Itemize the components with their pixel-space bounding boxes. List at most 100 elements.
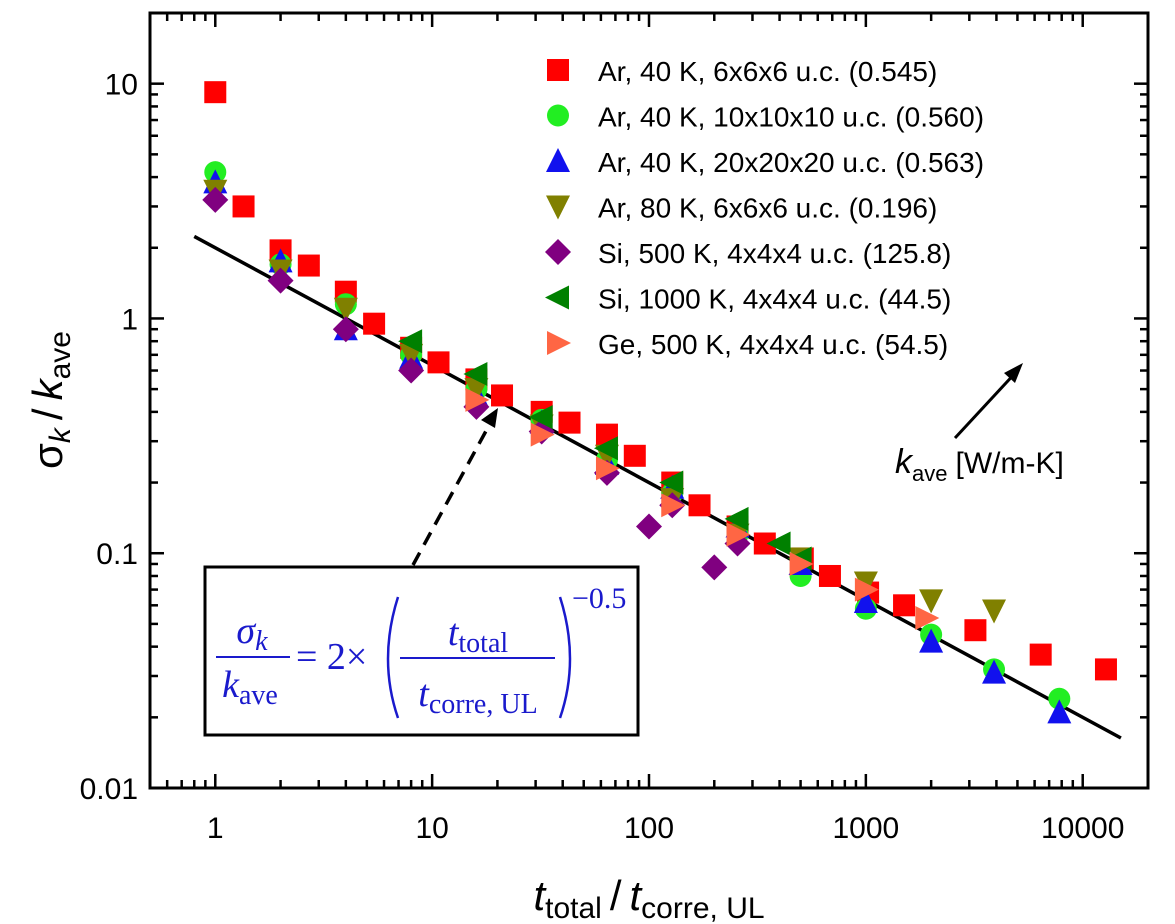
- data-point: [333, 297, 358, 322]
- data-point: [491, 384, 514, 407]
- legend-marker: [547, 104, 569, 127]
- kave-annotation: kave [W/m-K]: [895, 443, 1064, 486]
- x-title-t1: t: [533, 872, 547, 919]
- legend-marker: [547, 331, 571, 355]
- data-point: [232, 195, 255, 218]
- data-point: [701, 554, 728, 581]
- data-point: [1029, 643, 1052, 666]
- y-tick-label: 0.01: [80, 773, 138, 806]
- data-points: [202, 81, 1117, 724]
- x-tick-label: 10: [415, 812, 448, 845]
- series-7: [465, 387, 940, 630]
- legend-item: Si, 1000 K, 4x4x4 u.c. (44.5): [545, 284, 951, 315]
- legend-item: Si, 500 K, 4x4x4 u.c. (125.8): [545, 238, 951, 269]
- equation-arrow-line: [411, 419, 494, 566]
- y-tick-label: 10: [105, 69, 138, 102]
- data-point: [398, 357, 425, 384]
- data-point: [1047, 699, 1072, 724]
- y-title-sub: ave: [44, 331, 77, 379]
- legend-marker: [545, 285, 569, 310]
- y-tick-label: 1: [121, 303, 138, 336]
- data-point: [636, 513, 662, 540]
- x-title-sub1: total: [545, 892, 602, 924]
- data-point: [558, 411, 581, 434]
- y-title-sep: /: [24, 408, 71, 420]
- kave-units: [W/m-K]: [955, 447, 1063, 480]
- data-point: [593, 436, 618, 461]
- legend-label: Ar, 40 K, 20x20x20 u.c. (0.563): [598, 147, 984, 178]
- data-point: [982, 599, 1007, 624]
- data-point: [726, 522, 751, 547]
- data-point: [204, 81, 227, 104]
- eq-inner-den: tcorre, UL: [418, 673, 537, 720]
- eq-left-paren: [386, 596, 400, 719]
- x-tick-label: 100: [624, 812, 674, 845]
- x-tick-label: 1000: [832, 812, 899, 845]
- legend-label: Ar, 80 K, 6x6x6 u.c. (0.196): [598, 193, 937, 224]
- data-point: [915, 605, 940, 630]
- legend-marker: [545, 239, 571, 265]
- data-point: [1048, 687, 1071, 710]
- data-point: [893, 594, 916, 617]
- data-point: [659, 470, 684, 495]
- data-point: [919, 589, 944, 614]
- equation-box: σk kave = 2× ttotal tcorre, UL −0.5: [203, 565, 640, 737]
- x-title-sub2: corre, UL: [641, 892, 764, 924]
- x-tick-labels: 1 10 100 1000 10000: [207, 812, 1125, 845]
- eq-num: σk: [236, 610, 268, 657]
- data-point: [753, 532, 776, 555]
- eq-exponent: −0.5: [572, 582, 626, 615]
- legend-item: Ar, 40 K, 6x6x6 u.c. (0.545): [547, 56, 937, 87]
- equation-arrow-head: [481, 408, 498, 428]
- eq-inner-num: ttotal: [448, 612, 509, 659]
- x-axis-title: ttotal / tcorre, UL: [533, 872, 764, 924]
- kave-sub: ave: [912, 461, 947, 486]
- data-point: [853, 588, 878, 613]
- legend-marker: [546, 148, 570, 172]
- data-point: [623, 444, 646, 467]
- data-point: [398, 329, 423, 354]
- eq-den: kave: [222, 664, 278, 711]
- data-point: [530, 422, 555, 447]
- y-axis-title: σk/kave: [24, 331, 77, 469]
- data-point: [919, 628, 944, 653]
- data-point: [528, 405, 553, 430]
- y-title-sigma: σ: [24, 443, 71, 469]
- data-point: [724, 506, 749, 531]
- data-point: [332, 316, 359, 343]
- legend-marker: [546, 195, 570, 220]
- data-point: [363, 312, 386, 335]
- kave-arrow-line: [953, 368, 1020, 440]
- y-tick-labels: 0.01 0.1 1 10: [80, 69, 138, 806]
- data-point: [427, 351, 450, 374]
- data-point: [1094, 658, 1117, 681]
- data-point: [465, 387, 490, 412]
- x-tick-label: 10000: [1041, 812, 1124, 845]
- eq-prefix: = 2×: [296, 636, 367, 678]
- legend-item: Ar, 40 K, 10x10x10 u.c. (0.560): [547, 102, 984, 133]
- data-point: [202, 186, 229, 213]
- data-point: [688, 494, 711, 517]
- legend-item: Ge, 500 K, 4x4x4 u.c. (54.5): [547, 329, 948, 360]
- data-point: [661, 493, 686, 518]
- legend-label: Si, 1000 K, 4x4x4 u.c. (44.5): [598, 284, 951, 315]
- data-point: [595, 456, 620, 481]
- data-point: [818, 564, 841, 587]
- data-point: [789, 551, 814, 576]
- data-point: [463, 361, 488, 386]
- eq-right-paren: [558, 596, 572, 719]
- axis-ticks: [148, 11, 1150, 790]
- legend-marker: [547, 59, 569, 81]
- legend-label: Si, 500 K, 4x4x4 u.c. (125.8): [598, 238, 951, 269]
- data-point: [464, 378, 489, 403]
- legend: Ar, 40 K, 6x6x6 u.c. (0.545) Ar, 40 K, 10…: [545, 56, 984, 360]
- legend-label: Ar, 40 K, 6x6x6 u.c. (0.545): [598, 56, 937, 87]
- legend-label: Ar, 40 K, 10x10x10 u.c. (0.560): [598, 102, 984, 133]
- data-point: [964, 619, 987, 642]
- legend-label: Ge, 500 K, 4x4x4 u.c. (54.5): [598, 329, 948, 360]
- legend-item: Ar, 80 K, 6x6x6 u.c. (0.196): [546, 193, 937, 224]
- legend-item: Ar, 40 K, 20x20x20 u.c. (0.563): [546, 147, 984, 178]
- x-title-t2: t: [630, 872, 644, 919]
- kave-arrow-head: [1004, 363, 1023, 383]
